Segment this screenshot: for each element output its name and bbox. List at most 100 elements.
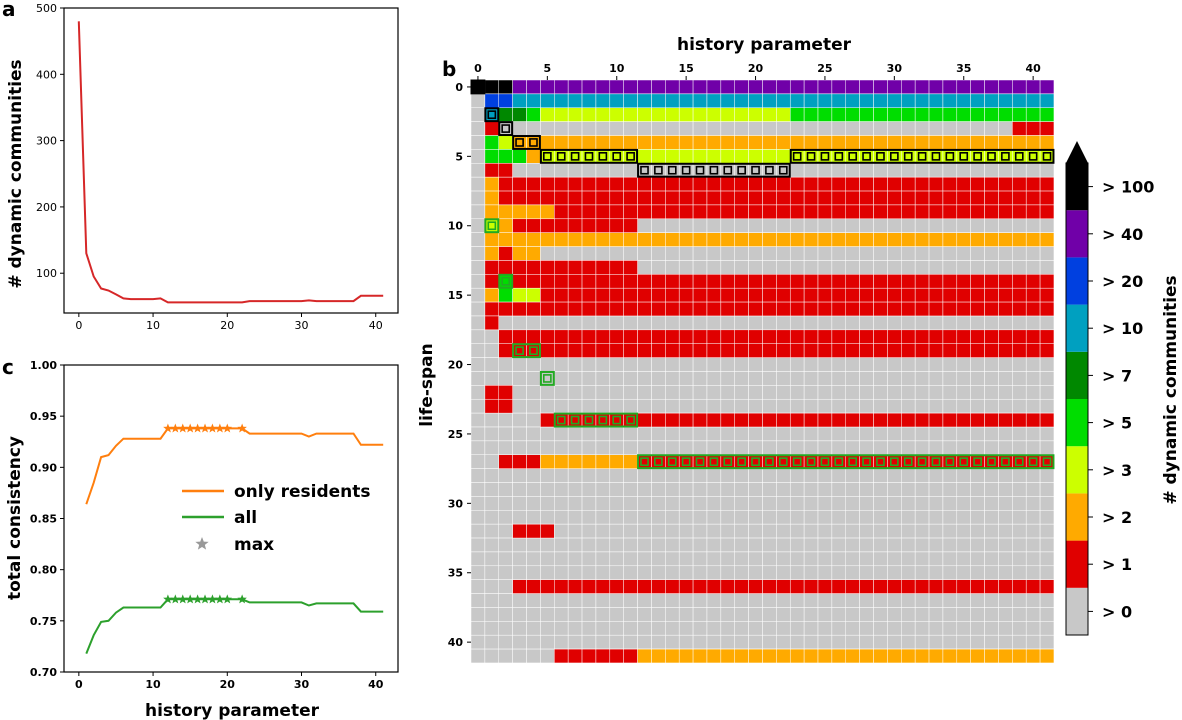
heatmap-cell xyxy=(928,510,944,525)
heatmap-cell xyxy=(498,648,513,664)
heatmap-cell xyxy=(595,634,611,650)
heatmap-cell xyxy=(720,149,735,164)
heatmap-cell xyxy=(706,385,722,400)
heatmap-cell xyxy=(540,135,555,150)
heatmap-cell xyxy=(526,301,541,317)
legend-label-all: all xyxy=(234,508,257,528)
heatmap-cell xyxy=(1039,149,1055,164)
heatmap-cell xyxy=(651,551,666,567)
heatmap-cell xyxy=(776,440,791,456)
heatmap-cell xyxy=(498,634,513,650)
heatmap-cell xyxy=(692,398,708,414)
heatmap-cell xyxy=(1039,607,1055,622)
heatmap-cell xyxy=(595,315,611,331)
heatmap-cell xyxy=(637,426,652,442)
heatmap-cell xyxy=(692,371,708,386)
heatmap-cell xyxy=(470,565,486,580)
heatmap-cell xyxy=(1012,79,1027,95)
heatmap-cell xyxy=(720,121,735,136)
heatmap-cell xyxy=(831,496,847,511)
heatmap-cell xyxy=(609,79,624,95)
heatmap-cell xyxy=(498,426,513,442)
heatmap-cell xyxy=(984,218,999,233)
heatmap-cell xyxy=(803,412,819,428)
heatmap-cell xyxy=(609,510,624,525)
heatmap-cell xyxy=(498,274,513,289)
heatmap-cell xyxy=(803,371,819,386)
heatmap-cell xyxy=(914,246,930,261)
max-star-marker xyxy=(185,594,195,604)
heatmap-cell xyxy=(498,454,513,469)
heatmap-cell xyxy=(1025,440,1041,456)
heatmap-cell xyxy=(651,537,666,553)
heatmap-cell xyxy=(803,634,819,650)
panel-c-ytick-label: 0.75 xyxy=(30,615,57,628)
heatmap-cell xyxy=(665,648,680,664)
heatmap-cell xyxy=(956,357,971,372)
heatmap-cell xyxy=(484,246,500,261)
heatmap-cell xyxy=(692,135,708,150)
heatmap-cell xyxy=(776,565,791,580)
heatmap-cell xyxy=(637,565,652,580)
heatmap-cell xyxy=(776,482,791,497)
heatmap-cell xyxy=(637,79,652,95)
heatmap-cell xyxy=(720,482,735,497)
heatmap-cell xyxy=(526,371,541,386)
heatmap-ytick-label: 15 xyxy=(448,289,463,302)
heatmap-cell xyxy=(567,496,583,511)
heatmap-cell xyxy=(484,385,500,400)
heatmap-cell xyxy=(984,121,999,136)
panel-a-xtick-label: 40 xyxy=(369,319,383,332)
heatmap-cell xyxy=(748,107,763,122)
heatmap-cell xyxy=(970,607,985,622)
heatmap-cell xyxy=(887,315,902,331)
heatmap-cell xyxy=(928,426,944,442)
heatmap-cell xyxy=(609,315,624,331)
heatmap-optimal-marker xyxy=(1028,152,1038,161)
heatmap-cell xyxy=(470,440,486,456)
heatmap-cell xyxy=(470,93,486,109)
heatmap-cell xyxy=(554,315,569,331)
heatmap-cell xyxy=(1025,607,1041,622)
heatmap-cell xyxy=(651,301,666,317)
heatmap-cell xyxy=(748,496,763,511)
heatmap-cell xyxy=(470,287,486,303)
heatmap-cell xyxy=(928,607,944,622)
heatmap-cell xyxy=(734,371,749,386)
heatmap-cell xyxy=(1039,135,1055,150)
heatmap-optimal-marker xyxy=(806,152,816,161)
heatmap-cell xyxy=(678,648,694,664)
heatmap-cell xyxy=(581,357,597,372)
heatmap-optimal-marker xyxy=(792,152,802,161)
heatmap-cell xyxy=(470,593,486,608)
heatmap-optimal-box xyxy=(512,343,541,359)
heatmap-cell xyxy=(1012,190,1027,206)
heatmap-cell xyxy=(651,343,666,358)
heatmap-cell xyxy=(998,579,1013,594)
heatmap-cell xyxy=(970,301,985,317)
heatmap-cell xyxy=(512,398,527,414)
heatmap-ytick-label: 5 xyxy=(455,150,463,163)
heatmap-optimal-marker xyxy=(917,152,927,161)
heatmap-cell xyxy=(470,135,486,150)
heatmap-cell xyxy=(595,412,611,428)
heatmap-cell xyxy=(720,565,735,580)
max-star-marker xyxy=(170,423,181,433)
heatmap-cell xyxy=(914,523,930,539)
heatmap-cell xyxy=(734,218,749,233)
heatmap-cell xyxy=(609,190,624,206)
heatmap-cell xyxy=(776,135,791,150)
heatmap-cell xyxy=(540,496,555,511)
heatmap-cell xyxy=(554,621,569,636)
heatmap-optimal-marker xyxy=(723,165,733,175)
heatmap-cell xyxy=(748,385,763,400)
heatmap-cell xyxy=(956,523,971,539)
heatmap-cell xyxy=(762,260,777,275)
heatmap-cell xyxy=(845,523,860,539)
heatmap-cell xyxy=(637,468,652,483)
colorbar-ticks: > 0> 1> 2> 3> 5> 7> 10> 20> 40> 100 xyxy=(1088,178,1154,621)
heatmap-cell xyxy=(1039,343,1055,358)
heatmap-cell xyxy=(998,93,1013,109)
heatmap-cell xyxy=(540,565,555,580)
heatmap-cell xyxy=(526,149,541,164)
